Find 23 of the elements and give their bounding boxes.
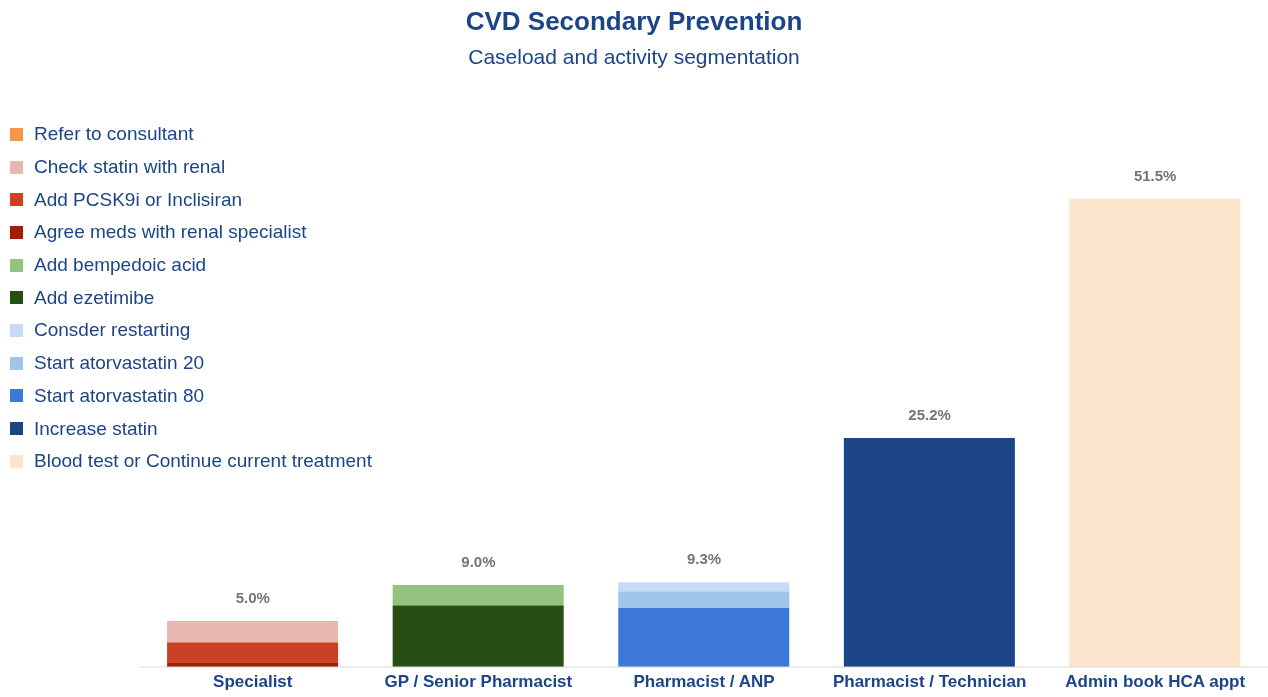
legend-label: Add ezetimibe (34, 286, 155, 309)
legend-label: Add bempedoic acid (34, 254, 207, 277)
legend-label: Blood test or Continue current treatment (34, 450, 372, 473)
annotation: 5.0% (235, 589, 270, 607)
legend-label: Add PCSK9i or Inclisiran (34, 188, 243, 211)
annotation: 9.0% (461, 553, 496, 571)
legend-label: Check statin with renal (34, 156, 226, 179)
legend-label: Agree meds with renal specialist (34, 221, 307, 244)
annotation: 25.2% (908, 406, 951, 424)
x-tick-label: Pharmacist / Technician (832, 672, 1027, 692)
annotation: 51.5% (1133, 166, 1177, 184)
legend-label: Consder restarting (34, 319, 191, 342)
x-tick-label: GP / Senior Pharmacist (384, 672, 573, 692)
x-tick-label: Admin book HCA appt (1065, 672, 1246, 692)
legend-label: Increase statin (34, 417, 158, 440)
legend-label: Refer to consultant (34, 123, 194, 146)
legend-label: Start atorvastatin 20 (34, 352, 205, 375)
x-tick-label: Pharmacist / ANP (633, 672, 775, 692)
x-tick-label: Specialist (213, 672, 293, 692)
annotation: 9.3% (686, 550, 722, 568)
legend-label: Start atorvastatin 80 (34, 384, 205, 407)
chart-title: CVD Secondary Prevention (464, 6, 804, 37)
chart-subtitle: Caseload and activity segmentation (467, 45, 801, 69)
